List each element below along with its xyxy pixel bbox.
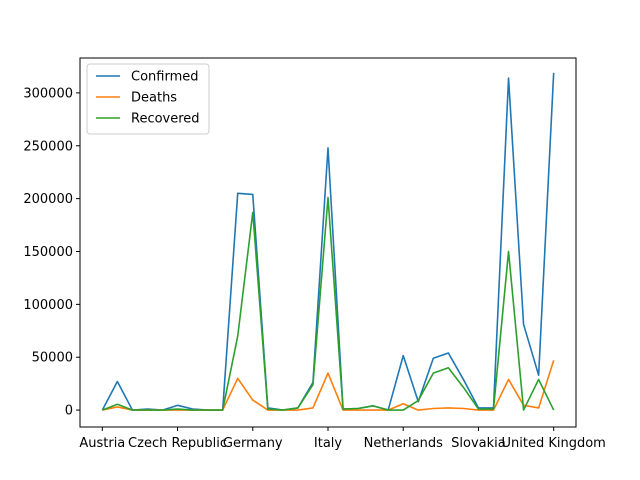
y-tick-label: 300000 — [23, 86, 73, 101]
legend-box — [86, 63, 210, 135]
x-tick-label: Slovakia — [451, 436, 506, 451]
series-line-deaths — [102, 360, 555, 411]
y-tick-label: 0 — [65, 404, 73, 419]
y-tick-label: 200000 — [23, 192, 73, 207]
x-tick-label: United Kingdom — [502, 436, 606, 451]
legend: Confirmed Deaths Recovered — [86, 63, 210, 135]
x-tick-label: Czech Republic — [128, 436, 227, 451]
series-layer — [101, 72, 555, 411]
y-tick-label: 50000 — [32, 351, 73, 366]
y-tick-label: 150000 — [23, 245, 73, 260]
x-tick-label: Germany — [223, 436, 283, 451]
x-tick-label: Austria — [79, 436, 125, 451]
legend-label-recovered: Recovered — [131, 112, 200, 127]
series-line-recovered — [102, 196, 555, 411]
x-tick-label: Netherlands — [364, 436, 443, 451]
x-tick-label: Italy — [314, 436, 343, 451]
y-tick-label: 100000 — [23, 298, 73, 313]
legend-label-confirmed: Confirmed — [131, 70, 199, 85]
legend-label-deaths: Deaths — [131, 91, 177, 106]
axes-layer: 0 50000 100000 150000 200000 250000 300000 Aust… — [23, 57, 606, 451]
y-tick-label: 250000 — [23, 139, 73, 154]
